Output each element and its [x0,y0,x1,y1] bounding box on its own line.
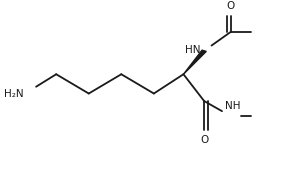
Text: HN: HN [185,45,201,55]
Text: H₂N: H₂N [4,88,24,98]
Text: O: O [227,1,235,11]
Text: NH: NH [225,101,240,111]
Text: O: O [200,135,208,145]
Polygon shape [183,50,206,74]
